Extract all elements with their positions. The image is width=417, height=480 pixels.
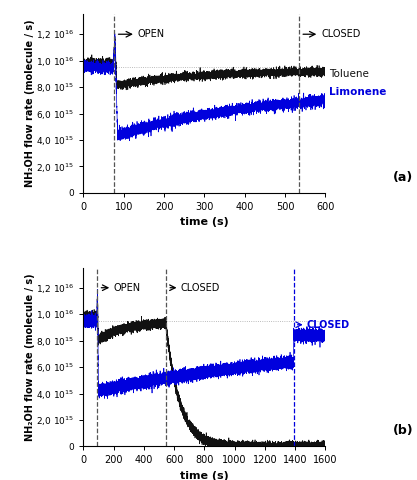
Text: (a): (a) <box>393 171 413 184</box>
Text: Limonene: Limonene <box>329 87 387 97</box>
Text: CLOSED: CLOSED <box>307 320 350 330</box>
Text: Toluene: Toluene <box>329 69 369 79</box>
Y-axis label: NH₂OH flow rate (molecule / s): NH₂OH flow rate (molecule / s) <box>25 273 35 441</box>
Text: CLOSED: CLOSED <box>181 283 220 293</box>
Text: CLOSED: CLOSED <box>321 29 361 39</box>
Y-axis label: NH₂OH flow rate (molecule / s): NH₂OH flow rate (molecule / s) <box>25 20 35 188</box>
Text: (b): (b) <box>393 424 414 437</box>
X-axis label: time (s): time (s) <box>180 217 229 228</box>
X-axis label: time (s): time (s) <box>180 471 229 480</box>
Text: OPEN: OPEN <box>113 283 141 293</box>
Text: OPEN: OPEN <box>138 29 165 39</box>
